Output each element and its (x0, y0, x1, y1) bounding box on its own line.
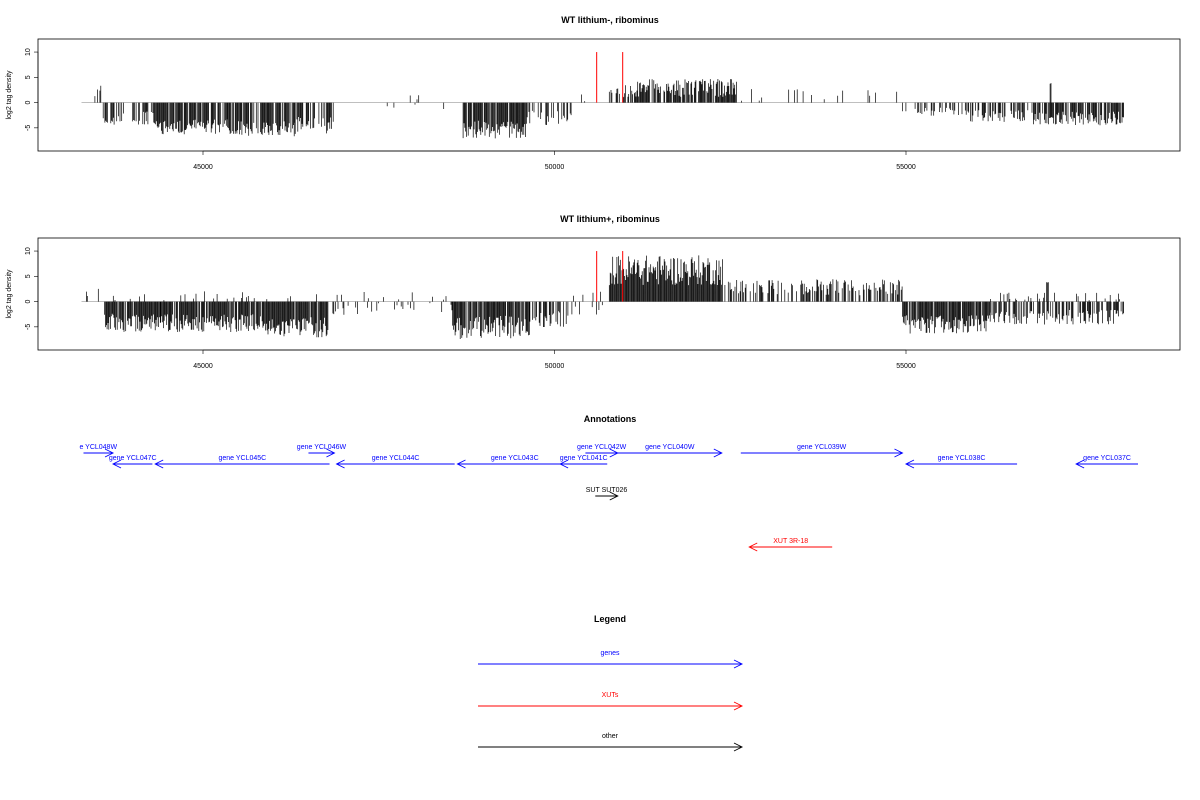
legend-item: other (478, 733, 744, 752)
legend-item: XUTs (478, 692, 744, 711)
feature-label: gene YCL040W (645, 444, 695, 451)
feature-label: gene YCL037C (1083, 455, 1131, 462)
legend-label: genes (600, 650, 620, 657)
feature-label: gene YCL046W (297, 444, 347, 451)
x-tick-label: 55000 (896, 363, 916, 370)
feature-label: e YCL048W (79, 444, 117, 451)
arrow-head (904, 459, 915, 469)
feature-label: gene YCL045C (218, 455, 266, 462)
x-tick-label: 50000 (545, 164, 565, 171)
arrow-head (559, 459, 569, 469)
annotation-items: e YCL048W gene YCL047C gene YCL046W gene YC… (79, 444, 1138, 552)
arrow-head (1075, 459, 1085, 469)
legend-panel: Legend genes XUTs other (478, 614, 744, 752)
y-tick-label: 0 (25, 101, 32, 105)
y-axis: -5 0 5 10 (25, 247, 39, 330)
density-bar-set (94, 79, 1124, 139)
feature-label: gene YCL042W (577, 444, 627, 451)
annotation-feature: gene YCL037C (1075, 455, 1138, 469)
feature-label: gene YCL044C (372, 455, 420, 462)
y-tick-label: -5 (25, 125, 32, 131)
arrow-head (104, 448, 115, 458)
legend-arrow-head (733, 701, 744, 711)
y-tick-label: -5 (25, 324, 32, 330)
x-tick-label: 45000 (193, 363, 213, 370)
x-tick-label: 50000 (545, 363, 565, 370)
y-tick-label: 10 (25, 48, 32, 56)
feature-label: gene YCL041C (560, 455, 608, 462)
arrow-head (112, 459, 122, 469)
density-bars (81, 255, 1124, 339)
arrow-head (748, 542, 758, 552)
arrow-head (456, 459, 466, 469)
feature-label: gene YCL039W (797, 444, 847, 451)
y-tick-label: 5 (25, 274, 32, 278)
annotations-title: Annotations (584, 414, 637, 424)
markers (596, 52, 624, 103)
annotation-feature: gene YCL045C (154, 455, 330, 469)
legend-items: genes XUTs other (478, 650, 744, 752)
y-axis-label: log2 tag density (6, 269, 13, 319)
legend-title: Legend (594, 614, 626, 624)
annotation-feature: gene YCL039W (740, 444, 904, 458)
annotation-feature: gene YCL038C (904, 455, 1018, 469)
feature-label: gene YCL038C (938, 455, 986, 462)
arrow-head (609, 491, 619, 501)
annotation-feature: SUT SUT026 (586, 487, 628, 501)
annotation-feature: XUT 3R-18 (748, 538, 833, 552)
feature-label: gene YCL047C (109, 455, 157, 462)
legend-arrow-head (733, 742, 744, 752)
annotation-feature: gene YCL041C (559, 455, 608, 469)
x-tick-label: 45000 (193, 164, 213, 171)
feature-label: gene YCL043C (491, 455, 539, 462)
arrow-head (154, 459, 164, 469)
feature-label: XUT 3R-18 (773, 538, 808, 545)
arrow-head (335, 459, 345, 469)
panel-title: WT lithium-, ribominus (561, 15, 659, 25)
y-tick-label: 5 (25, 75, 32, 79)
annotation-feature: gene YCL044C (335, 455, 455, 469)
x-axis: 45000 50000 55000 (193, 349, 916, 370)
legend-item: genes (478, 650, 744, 669)
feature-label: SUT SUT026 (586, 487, 628, 494)
x-tick-label: 55000 (896, 164, 916, 171)
y-axis: -5 0 5 10 (25, 48, 39, 131)
legend-label: other (602, 733, 619, 740)
annotation-feature: gene YCL043C (456, 455, 573, 469)
annotation-feature: gene YCL047C (109, 455, 157, 469)
track-panel-lithium-plus: WT lithium+, ribominus log2 tag density … (6, 214, 1181, 370)
annotation-feature: gene YCL040W (617, 444, 723, 458)
legend-arrow-head (733, 659, 744, 669)
annotation-feature: e YCL048W (79, 444, 117, 458)
density-bars (81, 79, 1124, 139)
density-bar-set (86, 255, 1124, 339)
y-tick-label: 10 (25, 247, 32, 255)
arrow-head (713, 448, 723, 458)
legend-label: XUTs (602, 692, 619, 699)
panel-title: WT lithium+, ribominus (560, 214, 660, 224)
track-panel-lithium-minus: WT lithium-, ribominus log2 tag density … (6, 15, 1181, 171)
y-tick-label: 0 (25, 300, 32, 304)
x-axis: 45000 50000 55000 (193, 150, 916, 171)
markers (596, 251, 624, 302)
annotation-feature: gene YCL046W (297, 444, 347, 458)
annotations-panel: Annotations e YCL048W gene YCL047C gene YC… (79, 414, 1138, 552)
y-axis-label: log2 tag density (6, 70, 13, 120)
arrow-head (894, 448, 904, 458)
arrow-head (326, 448, 336, 458)
